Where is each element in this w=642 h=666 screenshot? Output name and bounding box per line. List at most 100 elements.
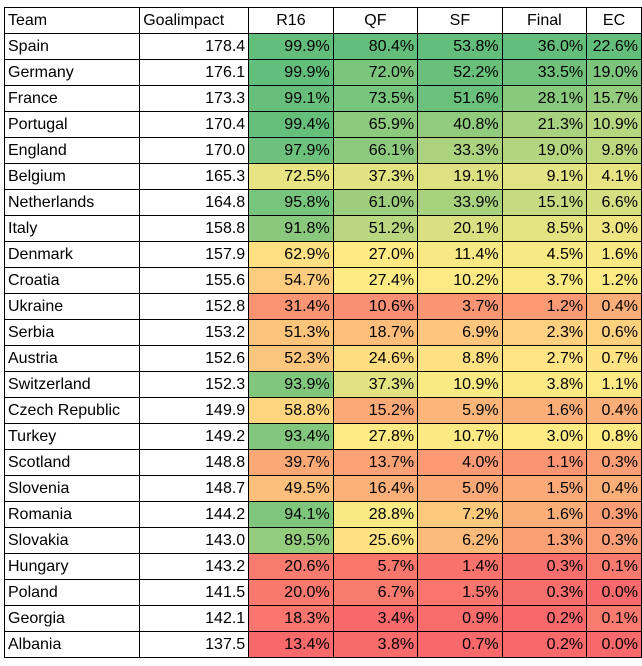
cell-r16: 39.7% [248,449,334,476]
cell-team: Portugal [3,111,141,138]
cell-final: 15.1% [501,189,588,216]
cell-goalimpact: 152.6 [139,345,250,372]
cell-qf: 3.8% [332,631,419,658]
cell-ec: 0.4% [586,397,642,424]
cell-ec: 1.1% [586,371,642,398]
cell-final: 1.6% [501,501,588,528]
table-row: Slovakia 143.0 89.5% 25.6% 6.2% 1.3% 0.3% [3,527,642,554]
cell-team: Turkey [3,423,141,450]
header-sf: SF [417,7,503,34]
table-row: Turkey 149.2 93.4% 27.8% 10.7% 3.0% 0.8% [3,423,642,450]
table-row: Slovenia 148.7 49.5% 16.4% 5.0% 1.5% 0.4% [3,475,642,502]
cell-sf: 51.6% [417,85,503,112]
cell-ec: 0.1% [586,553,642,580]
cell-r16: 95.8% [248,189,334,216]
cell-r16: 97.9% [248,137,334,164]
cell-team: Croatia [3,267,141,294]
table-row: Switzerland 152.3 93.9% 37.3% 10.9% 3.8% 1.1% [3,371,642,398]
cell-sf: 33.3% [417,137,503,164]
cell-team: Czech Republic [3,397,141,424]
table-row: Denmark 157.9 62.9% 27.0% 11.4% 4.5% 1.6% [3,241,642,268]
cell-r16: 51.3% [248,319,334,346]
cell-final: 1.2% [501,293,588,320]
cell-team: England [3,137,141,164]
cell-ec: 19.0% [586,59,642,86]
cell-ec: 10.9% [586,111,642,138]
cell-goalimpact: 143.2 [139,553,250,580]
cell-final: 4.5% [501,241,588,268]
cell-goalimpact: 144.2 [139,501,250,528]
cell-ec: 0.1% [586,605,642,632]
cell-ec: 9.8% [586,137,642,164]
cell-goalimpact: 152.3 [139,371,250,398]
cell-goalimpact: 164.8 [139,189,250,216]
cell-qf: 27.4% [332,267,419,294]
cell-sf: 10.7% [417,423,503,450]
cell-sf: 1.4% [417,553,503,580]
table-row: Austria 152.6 52.3% 24.6% 8.8% 2.7% 0.7% [3,345,642,372]
cell-final: 2.7% [501,345,588,372]
cell-goalimpact: 178.4 [139,33,250,60]
probability-table: Team Goalimpact R16 QF SF Final EC Spain… [3,7,642,658]
cell-r16: 31.4% [248,293,334,320]
cell-r16: 18.3% [248,605,334,632]
cell-sf: 10.9% [417,371,503,398]
cell-team: Scotland [3,449,141,476]
cell-sf: 0.9% [417,605,503,632]
cell-final: 1.5% [501,475,588,502]
cell-ec: 4.1% [586,163,642,190]
cell-final: 1.3% [501,527,588,554]
cell-sf: 6.9% [417,319,503,346]
table-row: Ukraine 152.8 31.4% 10.6% 3.7% 1.2% 0.4% [3,293,642,320]
cell-final: 28.1% [501,85,588,112]
cell-goalimpact: 173.3 [139,85,250,112]
table-row: Netherlands 164.8 95.8% 61.0% 33.9% 15.1% 6.6% [3,189,642,216]
header-final: Final [501,7,588,34]
cell-team: Poland [3,579,141,606]
cell-final: 3.0% [501,423,588,450]
cell-team: Albania [3,631,141,658]
header-r16: R16 [248,7,334,34]
cell-goalimpact: 148.7 [139,475,250,502]
cell-sf: 6.2% [417,527,503,554]
cell-qf: 28.8% [332,501,419,528]
cell-qf: 25.6% [332,527,419,554]
cell-qf: 3.4% [332,605,419,632]
table-row: Italy 158.8 91.8% 51.2% 20.1% 8.5% 3.0% [3,215,642,242]
cell-goalimpact: 142.1 [139,605,250,632]
cell-team: Ukraine [3,293,141,320]
cell-ec: 1.2% [586,267,642,294]
cell-ec: 0.3% [586,501,642,528]
cell-goalimpact: 170.0 [139,137,250,164]
cell-r16: 89.5% [248,527,334,554]
cell-team: Austria [3,345,141,372]
cell-qf: 27.0% [332,241,419,268]
header-qf: QF [332,7,419,34]
cell-r16: 13.4% [248,631,334,658]
cell-goalimpact: 141.5 [139,579,250,606]
cell-final: 3.7% [501,267,588,294]
cell-sf: 1.5% [417,579,503,606]
cell-final: 21.3% [501,111,588,138]
cell-r16: 99.9% [248,59,334,86]
cell-sf: 19.1% [417,163,503,190]
cell-sf: 7.2% [417,501,503,528]
cell-r16: 91.8% [248,215,334,242]
cell-ec: 0.4% [586,475,642,502]
cell-r16: 93.9% [248,371,334,398]
cell-r16: 52.3% [248,345,334,372]
cell-team: Hungary [3,553,141,580]
cell-r16: 20.6% [248,553,334,580]
cell-qf: 72.0% [332,59,419,86]
cell-qf: 51.2% [332,215,419,242]
header-row: Team Goalimpact R16 QF SF Final EC [3,7,642,34]
header-goalimpact: Goalimpact [139,7,250,34]
cell-team: Switzerland [3,371,141,398]
cell-qf: 16.4% [332,475,419,502]
cell-qf: 10.6% [332,293,419,320]
cell-ec: 1.6% [586,241,642,268]
cell-qf: 73.5% [332,85,419,112]
cell-ec: 0.4% [586,293,642,320]
cell-r16: 54.7% [248,267,334,294]
cell-sf: 33.9% [417,189,503,216]
